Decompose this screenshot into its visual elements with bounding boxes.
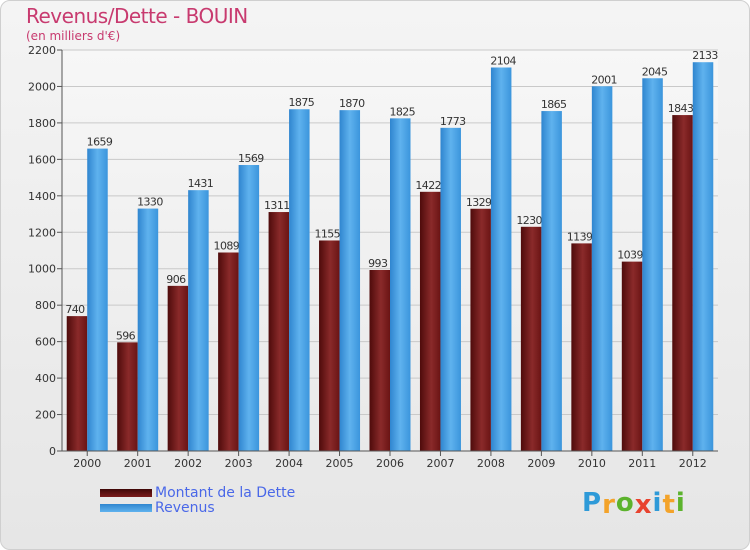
logo-letter: r [602, 490, 616, 520]
bar-dette [621, 261, 643, 451]
bar-dette [369, 270, 390, 451]
bar-dette [117, 342, 138, 451]
data-label-dette: 1843 [668, 102, 694, 115]
x-tick-label: 2010 [578, 457, 606, 470]
bar-revenus [490, 67, 512, 452]
bar-revenus [339, 110, 361, 452]
logo-letter: t [662, 490, 676, 520]
bar-revenus [188, 190, 209, 451]
data-label-dette: 993 [368, 257, 388, 270]
data-label-dette: 1311 [264, 199, 290, 212]
data-label-dette: 1422 [415, 179, 441, 192]
bar-dette [419, 191, 441, 452]
x-tick-label: 2002 [174, 457, 202, 470]
bar-revenus [289, 109, 310, 451]
data-label-dette: 906 [166, 273, 186, 286]
bar-revenus [692, 62, 714, 451]
data-label-revenus: 1825 [389, 105, 415, 118]
x-tick-label: 2011 [628, 457, 656, 470]
logo-letter: x [634, 490, 653, 520]
y-tick-label: 800 [35, 299, 56, 312]
data-label-revenus: 2045 [642, 65, 668, 78]
y-tick-label: 600 [35, 336, 56, 349]
legend-swatch-dette [100, 489, 152, 497]
bar-revenus [238, 165, 260, 451]
data-label-revenus: 1875 [289, 96, 315, 109]
legend-label-revenus: Revenus [155, 500, 215, 516]
y-tick-label: 0 [49, 445, 56, 458]
data-label-dette: 1329 [466, 196, 492, 209]
data-label-revenus: 1870 [339, 97, 365, 110]
logo-letter: P [582, 488, 603, 518]
y-tick-label: 2000 [28, 80, 56, 93]
y-tick-label: 1200 [28, 226, 56, 239]
data-label-revenus: 1569 [238, 152, 264, 165]
bar-revenus [541, 111, 562, 451]
bar-revenus [87, 148, 108, 451]
bar-dette [268, 212, 290, 451]
y-tick-label: 1800 [28, 117, 56, 130]
x-tick-label: 2009 [527, 457, 555, 470]
logo-letter: o [615, 488, 635, 518]
x-tick-label: 2007 [426, 457, 454, 470]
data-label-revenus: 1431 [188, 177, 214, 190]
x-tick-label: 2004 [275, 457, 303, 470]
data-label-dette: 1230 [516, 214, 542, 227]
bar-dette [66, 316, 88, 451]
data-label-dette: 1089 [214, 240, 240, 253]
x-tick-label: 2005 [326, 457, 354, 470]
data-label-dette: 1039 [617, 249, 643, 262]
bar-revenus [137, 208, 159, 451]
legend-label-dette: Montant de la Dette [155, 485, 296, 501]
y-tick-label: 200 [35, 409, 56, 422]
data-label-revenus: 2133 [692, 49, 718, 62]
y-tick-label: 400 [35, 372, 56, 385]
bar-dette [672, 115, 693, 452]
proxiti-logo: Proxiti [582, 488, 686, 520]
bar-dette [319, 240, 340, 451]
bar-revenus [642, 78, 663, 452]
x-tick-label: 2003 [225, 457, 253, 470]
bar-dette [167, 285, 189, 451]
chart-title: Revenus/Dette - BOUIN [26, 4, 248, 28]
y-tick-label: 1600 [28, 153, 56, 166]
data-label-revenus: 2104 [490, 54, 516, 67]
x-tick-label: 2000 [73, 457, 101, 470]
data-label-dette: 596 [116, 329, 136, 342]
bar-dette [520, 226, 542, 451]
logo-letter: i [652, 488, 663, 518]
data-label-revenus: 1865 [541, 98, 567, 111]
y-tick-label: 1000 [28, 263, 56, 276]
y-tick-label: 1400 [28, 190, 56, 203]
data-label-revenus: 1330 [137, 196, 163, 209]
data-label-dette: 740 [65, 303, 85, 316]
bar-revenus [591, 86, 613, 451]
x-tick-label: 2008 [477, 457, 505, 470]
data-label-revenus: 1773 [440, 115, 466, 128]
x-tick-label: 2001 [124, 457, 152, 470]
bar-revenus [390, 118, 411, 452]
x-tick-label: 2006 [376, 457, 404, 470]
bar-revenus [440, 127, 461, 452]
data-label-revenus: 1659 [87, 136, 113, 149]
logo-letter: i [675, 488, 686, 518]
data-label-revenus: 2001 [591, 73, 617, 86]
x-tick-label: 2012 [679, 457, 707, 470]
y-tick-label: 2200 [28, 44, 56, 57]
bar-dette [571, 243, 592, 451]
bar-dette [470, 208, 491, 451]
bar-dette [218, 252, 239, 451]
chart-subtitle: (en milliers d'€) [26, 29, 121, 43]
data-label-dette: 1155 [314, 227, 340, 240]
data-label-dette: 1139 [567, 230, 593, 243]
legend-swatch-revenus [100, 504, 152, 512]
